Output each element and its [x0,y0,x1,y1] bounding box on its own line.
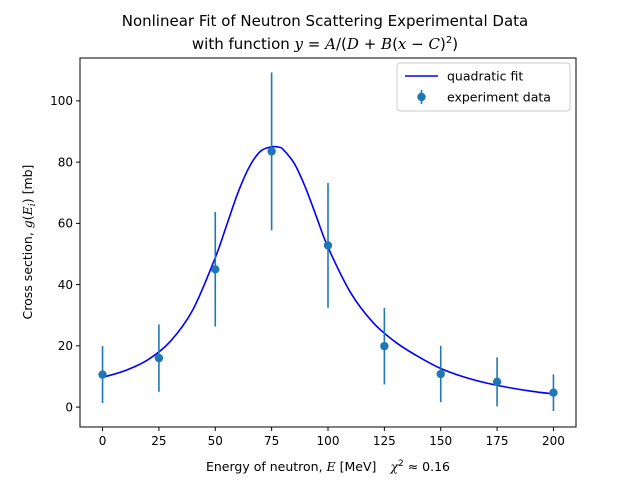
y-tick-label: 80 [58,155,73,169]
data-point [436,369,445,379]
legend-box [396,62,571,112]
legend-data-label: experiment data [447,90,551,105]
data-point [492,377,502,387]
x-tick-label: 25 [151,434,166,448]
legend-data-marker [417,92,426,102]
x-tick-label: 150 [429,434,452,448]
x-tick-label: 75 [264,434,279,448]
x-axis-label: Energy of neutron, E [MeV] χ2 ≈ 0.16 [206,459,450,474]
y-tick-label: 40 [58,278,73,292]
x-tick-label: 175 [486,434,509,448]
legend-fit-label: quadratic fit [447,69,523,84]
data-layer [98,72,558,412]
data-point [267,147,276,156]
data-point [211,265,220,274]
y-tick-label: 60 [58,217,73,231]
legend: quadratic fit experiment data [396,62,571,112]
data-point [380,341,389,351]
fit-layer [102,145,554,395]
y-tick-label: 20 [58,339,73,353]
y-tick-label: 0 [65,400,73,414]
x-tick-label: 125 [373,434,396,448]
y-tick-label: 100 [50,94,73,108]
x-tick-label: 200 [542,434,565,448]
chart-title-line2: with function y = A/(D + B(x − C)2) [192,35,458,53]
chart-title-line1: Nonlinear Fit of Neutron Scattering Expe… [122,12,529,30]
plot-area [98,72,558,412]
data-point [323,241,333,250]
y-axis-ticks: 0 20 40 60 80 100 [50,94,80,414]
data-point [549,388,558,397]
x-tick-label: 100 [317,434,340,448]
data-point [98,370,107,379]
x-tick-label: 0 [99,434,107,448]
data-point [154,353,164,363]
x-axis-ticks: 0 25 50 75 100 125 150 175 200 [99,427,565,448]
y-axis-label: Cross section, g(Ei) [mb] [20,165,38,320]
fit-curve [102,145,554,395]
x-tick-label: 50 [208,434,223,448]
